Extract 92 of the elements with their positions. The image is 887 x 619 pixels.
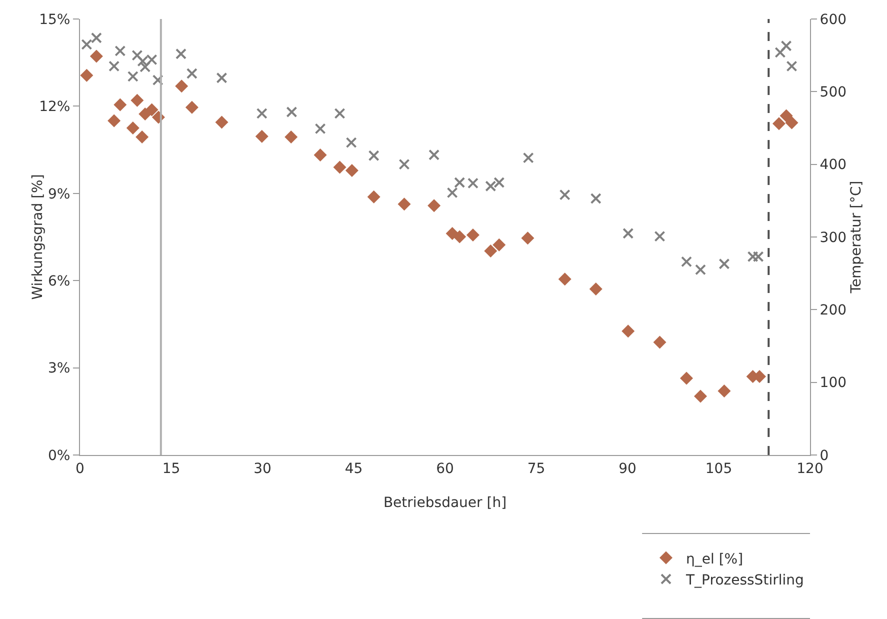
- point: [786, 60, 798, 72]
- point: [589, 282, 602, 296]
- y2-tick-label: 500: [820, 84, 847, 101]
- point: [454, 177, 466, 188]
- point: [108, 114, 121, 128]
- point: [152, 74, 164, 86]
- point: [345, 164, 358, 177]
- point: [718, 384, 731, 398]
- point: [654, 230, 666, 242]
- point: [428, 199, 441, 212]
- point: [333, 160, 346, 174]
- point: [114, 45, 126, 56]
- point: [90, 50, 103, 63]
- point: [622, 228, 634, 239]
- point: [428, 149, 440, 160]
- point: [108, 60, 120, 72]
- y2-axis-title: Temperatur [°C]: [848, 180, 865, 294]
- legend-label: T_ProzessStirling: [685, 572, 804, 588]
- y2-tick-label: 300: [820, 230, 847, 246]
- x-tick-label: 45: [344, 460, 363, 477]
- point: [334, 108, 346, 119]
- y-tick-label: 12%: [39, 99, 70, 116]
- point: [785, 116, 798, 130]
- point: [216, 72, 228, 84]
- point: [346, 137, 357, 148]
- point: [559, 189, 570, 200]
- point: [398, 198, 411, 211]
- x-tick-label: 60: [436, 460, 454, 477]
- point: [132, 50, 143, 61]
- point: [140, 61, 151, 72]
- y2-tick-label: 200: [820, 302, 847, 319]
- point: [780, 40, 792, 52]
- point: [185, 100, 198, 114]
- point: [136, 130, 149, 144]
- point: [681, 256, 692, 268]
- point: [521, 232, 534, 245]
- point: [680, 372, 694, 385]
- point: [256, 108, 268, 119]
- point: [314, 148, 327, 162]
- x-axis-title: Betriebsdauer [h]: [383, 495, 507, 511]
- point: [466, 228, 480, 242]
- point: [718, 258, 730, 270]
- x-tick-label: 30: [254, 460, 272, 477]
- legend-label: η_el [%]: [686, 551, 744, 568]
- point: [175, 48, 186, 60]
- point: [368, 150, 380, 162]
- point: [284, 130, 298, 144]
- point: [80, 68, 94, 82]
- y2-tick-label: 400: [820, 157, 847, 174]
- point: [453, 230, 466, 244]
- point: [126, 122, 140, 134]
- x-tick-label: 0: [76, 460, 84, 477]
- point: [492, 238, 506, 252]
- x-tick-label: 75: [527, 460, 546, 477]
- point: [398, 158, 410, 170]
- point: [81, 38, 92, 50]
- point: [367, 190, 380, 204]
- point: [780, 109, 793, 122]
- point: [653, 336, 666, 349]
- point: [467, 178, 478, 189]
- point: [622, 324, 635, 338]
- point: [90, 32, 102, 44]
- point: [175, 80, 188, 93]
- point: [286, 106, 298, 118]
- point: [522, 152, 534, 164]
- point: [695, 264, 706, 276]
- point: [130, 94, 144, 107]
- y2-tick-label: 100: [820, 375, 847, 392]
- point: [694, 390, 707, 403]
- point: [127, 70, 138, 82]
- y-axis-title: Wirkungsgrad [%]: [30, 174, 46, 300]
- point: [114, 98, 127, 112]
- point: [772, 117, 786, 130]
- point: [558, 272, 572, 286]
- point: [314, 123, 326, 134]
- point: [255, 130, 268, 143]
- x-tick-label: 105: [705, 460, 732, 477]
- point: [774, 46, 786, 58]
- point: [186, 68, 198, 79]
- x-tick-label: 15: [162, 460, 180, 477]
- point: [590, 192, 602, 204]
- point: [446, 187, 458, 198]
- y-tick-label: 9%: [48, 186, 70, 202]
- point: [215, 116, 228, 129]
- y2-tick-label: 600: [820, 12, 847, 28]
- point: [484, 244, 498, 258]
- y-tick-label: 15%: [39, 12, 70, 28]
- point: [145, 103, 158, 116]
- y-tick-label: 6%: [48, 274, 70, 290]
- x-tick-label: 90: [618, 460, 636, 477]
- y-tick-label: 0%: [48, 448, 70, 464]
- y-tick-label: 3%: [48, 360, 70, 377]
